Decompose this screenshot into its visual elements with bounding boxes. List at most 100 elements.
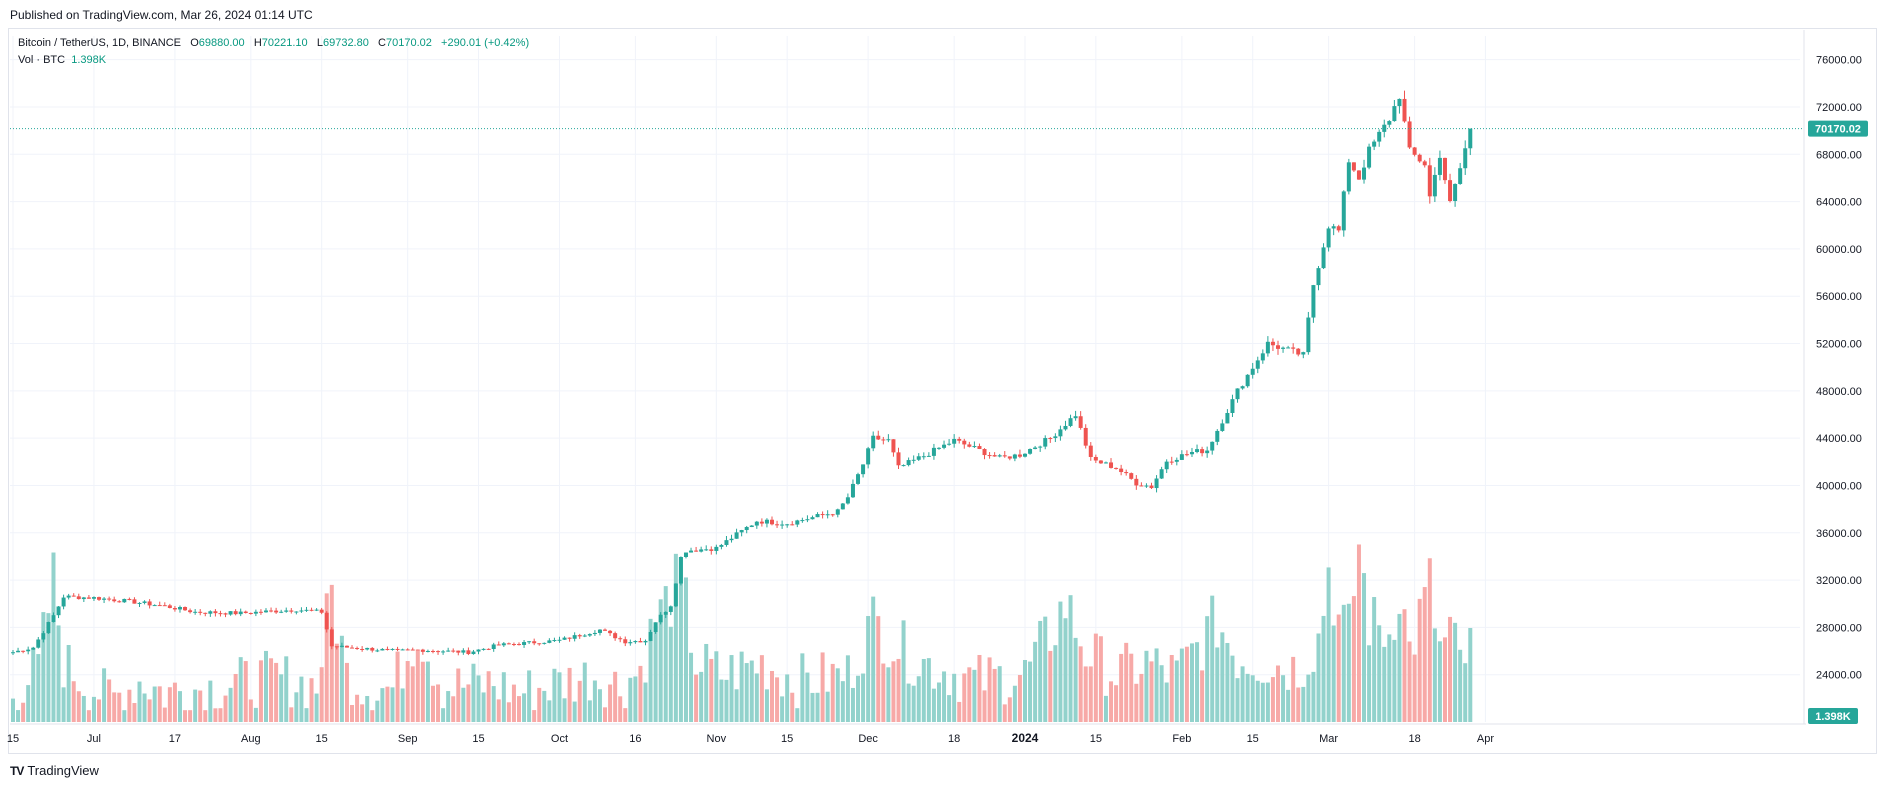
candle-body[interactable]	[31, 647, 36, 650]
candle-body[interactable]	[1326, 228, 1331, 248]
candle-body[interactable]	[1422, 161, 1427, 166]
candle-body[interactable]	[987, 455, 992, 457]
candle-body[interactable]	[365, 647, 370, 650]
candle-body[interactable]	[162, 605, 167, 607]
candle-body[interactable]	[694, 550, 699, 552]
candle-body[interactable]	[1139, 485, 1144, 487]
candle-body[interactable]	[901, 465, 906, 467]
candle-body[interactable]	[1088, 445, 1093, 457]
candle-body[interactable]	[1078, 416, 1083, 428]
candle-body[interactable]	[830, 514, 835, 516]
candle-body[interactable]	[1154, 478, 1159, 489]
candle-body[interactable]	[795, 520, 800, 525]
candle-body[interactable]	[1306, 317, 1311, 353]
candle-body[interactable]	[1184, 454, 1189, 456]
candle-body[interactable]	[481, 648, 486, 650]
candle-body[interactable]	[1007, 456, 1012, 459]
candle-body[interactable]	[410, 649, 415, 651]
candle-body[interactable]	[1038, 446, 1043, 448]
candle-body[interactable]	[1437, 157, 1442, 175]
candle-body[interactable]	[608, 630, 613, 634]
candle-body[interactable]	[299, 610, 304, 612]
candle-body[interactable]	[815, 514, 820, 518]
candle-body[interactable]	[1023, 453, 1027, 457]
candle-body[interactable]	[759, 521, 764, 524]
candle-body[interactable]	[810, 517, 815, 520]
candle-body[interactable]	[835, 509, 840, 515]
candle-body[interactable]	[648, 631, 653, 641]
candle-body[interactable]	[1356, 170, 1361, 180]
candle-body[interactable]	[587, 634, 592, 636]
candle-body[interactable]	[1240, 386, 1245, 389]
candle-body[interactable]	[81, 597, 86, 600]
candle-body[interactable]	[339, 645, 344, 647]
candle-body[interactable]	[97, 597, 102, 600]
candle-body[interactable]	[1316, 268, 1321, 286]
candle-body[interactable]	[1169, 461, 1174, 463]
candle-body[interactable]	[1276, 345, 1280, 349]
candle-body[interactable]	[1412, 147, 1417, 155]
candle-body[interactable]	[46, 622, 51, 634]
candle-body[interactable]	[324, 612, 329, 630]
candle-body[interactable]	[1468, 128, 1473, 149]
candle-body[interactable]	[1372, 141, 1377, 147]
candle-body[interactable]	[714, 546, 719, 551]
candle-body[interactable]	[845, 497, 850, 504]
candle-body[interactable]	[597, 629, 602, 633]
candle-body[interactable]	[871, 435, 876, 449]
candle-body[interactable]	[446, 650, 451, 652]
candle-body[interactable]	[663, 611, 668, 615]
candle-body[interactable]	[1230, 399, 1235, 413]
candle-body[interactable]	[1442, 157, 1447, 181]
candle-body[interactable]	[704, 549, 709, 551]
candle-body[interactable]	[947, 443, 952, 445]
candle-body[interactable]	[1336, 226, 1341, 231]
candle-body[interactable]	[491, 644, 496, 650]
candle-body[interactable]	[1331, 226, 1336, 229]
candle-body[interactable]	[653, 622, 658, 632]
candle-body[interactable]	[876, 435, 881, 440]
candle-body[interactable]	[1093, 456, 1098, 461]
candle-body[interactable]	[592, 632, 597, 635]
candle-body[interactable]	[284, 610, 289, 612]
candle-body[interactable]	[780, 524, 785, 526]
candle-body[interactable]	[395, 648, 400, 650]
candle-body[interactable]	[294, 611, 299, 613]
candle-body[interactable]	[436, 651, 441, 653]
candle-body[interactable]	[385, 648, 390, 650]
candle-body[interactable]	[770, 519, 774, 525]
candle-body[interactable]	[997, 455, 1002, 457]
candle-body[interactable]	[56, 606, 61, 616]
candle-body[interactable]	[471, 651, 476, 655]
candle-body[interactable]	[1033, 447, 1038, 450]
candle-body[interactable]	[233, 611, 238, 615]
candle-body[interactable]	[1432, 174, 1437, 197]
candle-body[interactable]	[501, 643, 506, 646]
candle-body[interactable]	[117, 601, 122, 603]
candle-body[interactable]	[1200, 449, 1205, 454]
candle-body[interactable]	[223, 613, 228, 615]
candle-body[interactable]	[790, 524, 795, 526]
candle-body[interactable]	[1174, 459, 1179, 462]
candle-body[interactable]	[279, 611, 284, 613]
candle-body[interactable]	[972, 446, 977, 448]
candle-body[interactable]	[228, 611, 233, 615]
candle-body[interactable]	[36, 639, 41, 648]
candle-body[interactable]	[942, 444, 947, 448]
candle-body[interactable]	[820, 514, 825, 516]
candle-body[interactable]	[577, 635, 582, 637]
candle-body[interactable]	[896, 452, 901, 466]
candle-body[interactable]	[441, 651, 446, 653]
candle-body[interactable]	[537, 643, 542, 645]
candle-body[interactable]	[21, 650, 26, 652]
candle-body[interactable]	[258, 611, 263, 613]
candle-body[interactable]	[1159, 469, 1164, 479]
candle-body[interactable]	[1134, 478, 1139, 486]
candle-body[interactable]	[1144, 485, 1149, 487]
candle-body[interactable]	[112, 599, 117, 602]
candle-body[interactable]	[744, 527, 749, 531]
candle-body[interactable]	[319, 609, 324, 613]
candle-body[interactable]	[567, 637, 572, 639]
candle-body[interactable]	[1407, 121, 1412, 148]
candle-body[interactable]	[840, 503, 845, 510]
